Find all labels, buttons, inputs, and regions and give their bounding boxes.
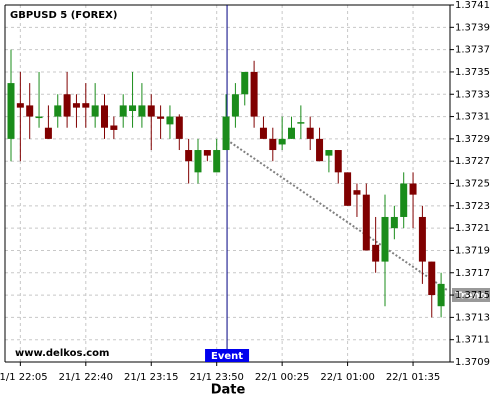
candle-body <box>119 105 127 117</box>
trend-line <box>226 139 448 291</box>
candle-body <box>129 105 137 111</box>
candle-body <box>418 216 426 262</box>
candle-body <box>437 283 445 307</box>
candle-body <box>278 138 286 145</box>
x-tick-label: 21/1 23:15 <box>124 372 178 383</box>
candle-body <box>316 138 324 162</box>
candle-body <box>185 150 193 162</box>
candle-body <box>63 94 71 117</box>
candle-body <box>213 150 221 173</box>
y-tick-label: 1.3719 <box>455 245 490 256</box>
candles <box>7 49 445 318</box>
candle-body <box>194 150 202 173</box>
candle-body <box>175 116 183 139</box>
candle-body <box>372 244 380 262</box>
candle-body <box>306 127 314 139</box>
y-tick-label: 1.3741 <box>455 0 490 11</box>
y-tick-label: 1.3731 <box>455 112 490 123</box>
candle-body <box>241 71 249 95</box>
y-tick-label: 1.3737 <box>455 45 490 56</box>
y-tick-label: 1.3727 <box>455 156 490 167</box>
y-tick-label: 1.3725 <box>455 179 490 190</box>
candle-body <box>269 138 277 151</box>
x-axis-title: Date <box>211 383 246 398</box>
trend-label: Trend <box>455 291 487 302</box>
y-tick-label: 1.3723 <box>455 201 490 212</box>
candle-body <box>91 105 99 117</box>
y-tick-label: 1.3729 <box>455 134 490 145</box>
candle-body <box>72 103 80 108</box>
y-tick-label: 1.3711 <box>455 335 490 346</box>
candle-body <box>325 150 333 156</box>
candle-body <box>82 103 90 108</box>
candle-body <box>110 125 118 130</box>
y-tick-label: 1.3717 <box>455 268 490 279</box>
candle-body <box>428 261 436 296</box>
candle-body <box>157 116 165 119</box>
candle-body <box>250 71 258 117</box>
candle-body <box>288 127 295 139</box>
candle-body <box>203 150 211 156</box>
y-tick-label: 1.3713 <box>455 312 490 323</box>
x-tick-label: 21/1 22:05 <box>0 372 48 383</box>
x-tick-label: 22/1 00:25 <box>255 372 309 383</box>
candle-body <box>362 194 370 251</box>
candle-body <box>16 103 24 108</box>
candle-body <box>166 116 174 125</box>
x-tick-label: 21/1 22:40 <box>59 372 113 383</box>
candle-body <box>297 122 305 124</box>
x-tick-label: 21/1 23:50 <box>189 372 243 383</box>
y-tick-label: 1.3739 <box>455 22 490 33</box>
candle-body <box>101 105 108 128</box>
candle-body <box>334 150 342 173</box>
candle-body <box>35 116 43 119</box>
candle-body <box>344 172 352 206</box>
candle-body <box>138 105 146 117</box>
candle-body <box>7 83 15 139</box>
candle-body <box>54 105 62 117</box>
candle-body <box>259 127 267 139</box>
y-tick-label: 1.3733 <box>455 89 490 100</box>
candle-body <box>147 105 155 117</box>
candle-body <box>44 127 52 139</box>
y-tick-label: 1.3715 <box>455 290 490 301</box>
candle-body <box>390 216 398 229</box>
watermark: www.delkos.com <box>15 348 109 359</box>
candle-body <box>381 216 389 262</box>
event-label: Event <box>211 351 243 362</box>
candle-body <box>400 183 408 217</box>
x-tick-label: 22/1 01:35 <box>386 372 440 383</box>
candle-body <box>353 190 361 195</box>
candle-body <box>222 116 230 151</box>
candle-body <box>231 94 239 117</box>
chart-title: GBPUSD 5 (FOREX) <box>10 10 117 21</box>
y-tick-label: 1.3735 <box>455 67 490 78</box>
candle-body <box>409 183 417 195</box>
y-tick-label: 1.3709 <box>455 357 490 368</box>
event-label-box <box>205 349 250 362</box>
candle-body <box>26 105 34 117</box>
y-tick-label: 1.3721 <box>455 223 490 234</box>
trend-label-box <box>452 288 490 302</box>
x-tick-label: 22/1 01:00 <box>320 372 374 383</box>
